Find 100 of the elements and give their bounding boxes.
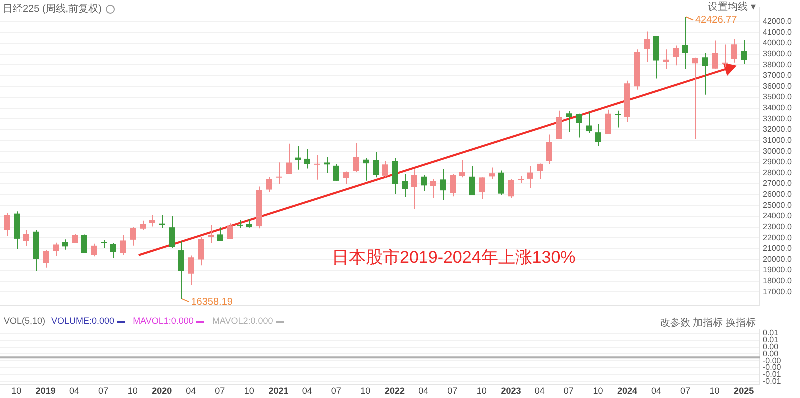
x-tick-label: 2025	[734, 386, 754, 396]
candlestick	[24, 230, 30, 247]
y-tick-label: 26000.0	[763, 190, 792, 200]
x-tick-label: 04	[534, 386, 545, 396]
y-tick-label: 0.01	[763, 336, 780, 345]
candlestick	[218, 227, 224, 242]
x-tick-label: 07	[448, 386, 458, 396]
x-tick-label: 07	[680, 386, 690, 396]
candlestick	[44, 250, 50, 268]
candlestick	[616, 110, 622, 128]
candlestick	[170, 216, 176, 249]
candlestick	[382, 160, 388, 178]
candlestick	[490, 167, 496, 180]
candlestick	[712, 40, 718, 70]
candlestick	[120, 234, 126, 256]
x-tick-label: 04	[418, 386, 429, 396]
candlestick	[402, 174, 408, 198]
candlestick	[412, 169, 418, 210]
y-tick-label: 35000.0	[763, 92, 792, 102]
candlestick	[286, 143, 292, 175]
x-tick-label: 2021	[268, 386, 289, 396]
chart-title: 日经225 (周线,前复权)	[3, 2, 102, 16]
candlestick	[528, 166, 534, 189]
y-tick-label: 30000.0	[763, 146, 792, 156]
x-tick-label: 2020	[152, 386, 172, 396]
candlestick	[364, 158, 370, 182]
candlestick	[546, 134, 552, 164]
legend-label: VOLUME:0.000	[52, 316, 116, 326]
candlestick	[460, 160, 466, 178]
candlestick	[110, 242, 116, 260]
candlestick	[344, 171, 350, 186]
candlestick	[422, 174, 428, 192]
y-tick-label: -0.01	[763, 376, 782, 386]
x-tick-label: 2022	[384, 386, 405, 396]
x-tick-label: 04	[70, 386, 80, 396]
candlestick	[150, 214, 156, 228]
x-tick-label: 10	[128, 386, 138, 396]
y-tick-label: 33000.0	[763, 114, 792, 124]
legend-label: MAVOL2:0.000	[212, 316, 274, 326]
x-tick-label: 2024	[617, 386, 638, 396]
candlestick	[228, 223, 234, 240]
candlestick	[314, 154, 320, 180]
candlestick	[62, 239, 68, 250]
x-tick-label: 04	[302, 386, 312, 396]
x-tick-label: 10	[593, 386, 604, 396]
candlestick	[334, 164, 340, 182]
candlestick	[198, 236, 204, 266]
x-tick-label: 04	[186, 386, 196, 396]
legend-label: MAVOL1:0.000	[133, 316, 195, 326]
candlestick	[188, 255, 194, 286]
candlestick	[354, 142, 360, 173]
y-tick-label: 24000.0	[763, 212, 792, 221]
y-tick-label: 27000.0	[763, 179, 792, 188]
candlestick	[644, 31, 650, 63]
y-tick-label: 21000.0	[763, 244, 792, 254]
y-tick-label: 37000.0	[763, 71, 792, 80]
y-tick-label: 31000.0	[763, 136, 792, 145]
y-tick-label: -0.00	[763, 363, 782, 372]
x-tick-label: 10	[476, 386, 487, 396]
candlestick	[470, 166, 476, 196]
candlestick	[576, 113, 582, 138]
candlestick	[430, 178, 436, 199]
x-tick-label: 2019	[36, 386, 56, 396]
y-tick-label: -0.01	[763, 370, 782, 380]
candlestick	[178, 240, 184, 300]
x-tick-label: 07	[215, 386, 226, 396]
y-tick-label: 22000.0	[763, 233, 792, 242]
annotation: 16358.19	[191, 296, 234, 308]
x-tick-label: 07	[98, 386, 109, 396]
candlestick	[732, 38, 738, 64]
candlestick	[276, 162, 282, 184]
y-tick-label: 42000.0	[763, 17, 792, 26]
candlestick	[596, 124, 602, 147]
y-tick-label: 20000.0	[763, 254, 792, 264]
candlestick	[266, 177, 272, 193]
y-tick-label: 40000.0	[763, 38, 792, 48]
y-tick-label: 36000.0	[763, 82, 792, 91]
candlestick	[140, 220, 146, 231]
x-tick-label: 10	[710, 386, 720, 396]
annotation: 42426.77	[695, 14, 738, 26]
candlestick	[54, 242, 60, 257]
y-tick-label: 29000.0	[763, 158, 792, 167]
y-tick-label: 32000.0	[763, 125, 792, 134]
x-tick-label: 04	[651, 386, 662, 396]
y-tick-label: -0.00	[763, 356, 782, 366]
y-tick-label: 41000.0	[763, 28, 792, 37]
y-tick-label: 34000.0	[763, 104, 792, 113]
x-tick-label: 07	[331, 386, 342, 396]
candlestick	[566, 110, 572, 133]
y-tick-label: 38000.0	[763, 60, 792, 70]
candlestick	[702, 52, 708, 96]
candlestick	[674, 45, 680, 66]
x-tick-label: 10	[360, 386, 371, 396]
candlestick	[682, 16, 688, 70]
y-tick-label: 28000.0	[763, 168, 792, 178]
x-tick-label: 07	[564, 386, 574, 396]
y-tick-label: 25000.0	[763, 200, 792, 210]
y-tick-label: 17000.0	[763, 287, 792, 296]
candlestick	[440, 168, 446, 201]
y-tick-label: 18000.0	[763, 276, 792, 286]
